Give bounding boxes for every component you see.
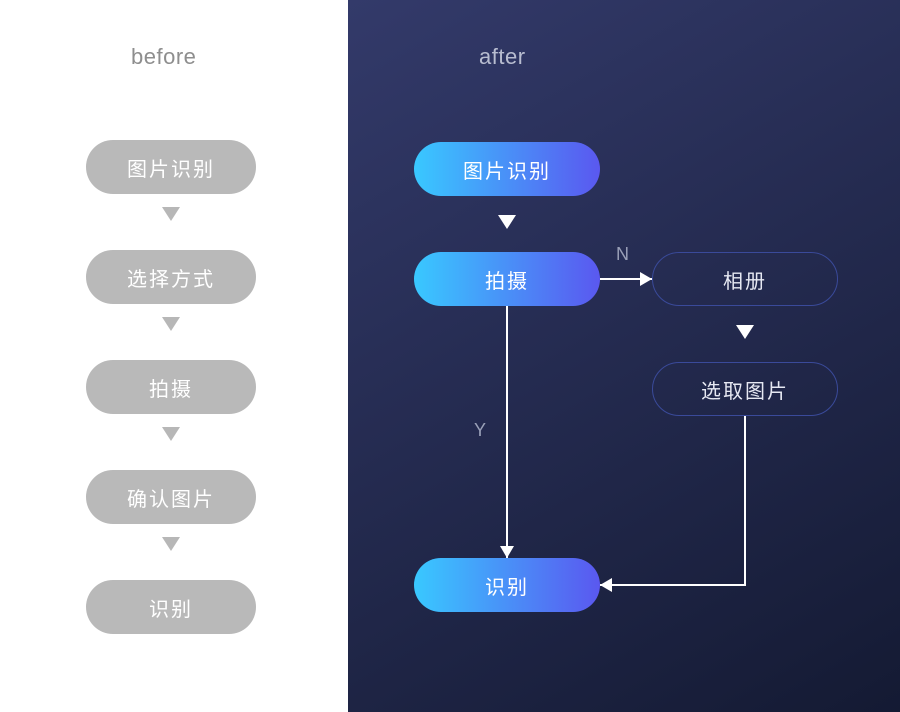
- before-node-l2: 选择方式: [86, 250, 256, 304]
- before-node-l4: 确认图片: [86, 470, 256, 524]
- before-arrow-0: [162, 207, 180, 221]
- before-arrow-3: [162, 537, 180, 551]
- diagram-canvas: before 图片识别选择方式拍摄确认图片识别 after 图片识别拍摄相册选取…: [0, 0, 900, 712]
- before-arrow-1: [162, 317, 180, 331]
- edge-label-N: N: [616, 244, 629, 265]
- connector-2: [600, 416, 745, 585]
- after-node-r4: 选取图片: [652, 362, 838, 416]
- after-title: after: [479, 44, 526, 70]
- before-node-l5: 识别: [86, 580, 256, 634]
- after-node-r3: 相册: [652, 252, 838, 306]
- before-arrow-2: [162, 427, 180, 441]
- before-panel: before 图片识别选择方式拍摄确认图片识别: [0, 0, 348, 712]
- edge-label-Y: Y: [474, 420, 486, 441]
- after-down-arrow-1: [736, 325, 754, 339]
- before-node-l1: 图片识别: [86, 140, 256, 194]
- after-node-r1: 图片识别: [414, 142, 600, 196]
- after-panel: after 图片识别拍摄相册选取图片识别 N Y: [348, 0, 900, 712]
- after-node-r2: 拍摄: [414, 252, 600, 306]
- before-node-l3: 拍摄: [86, 360, 256, 414]
- after-node-r5: 识别: [414, 558, 600, 612]
- after-down-arrow-0: [498, 215, 516, 229]
- before-title: before: [131, 44, 196, 70]
